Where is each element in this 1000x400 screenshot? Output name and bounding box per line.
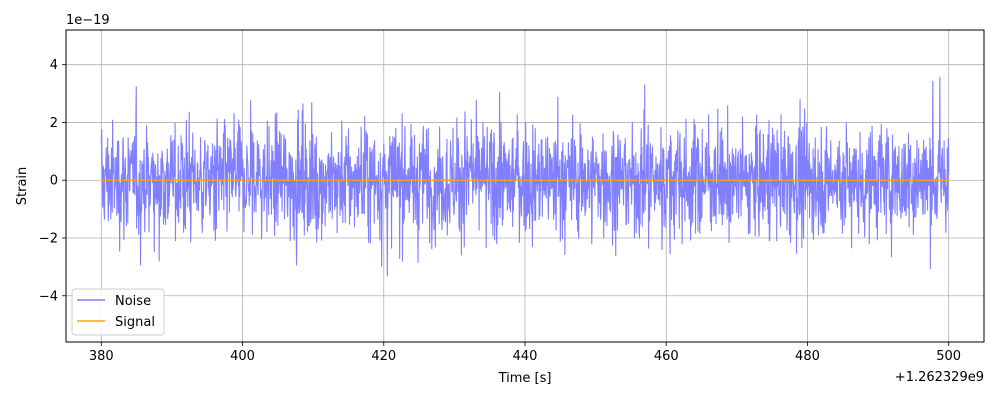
x-tick-label: 460 [654, 349, 679, 364]
y-tick-label: 2 [50, 116, 58, 131]
x-tick-label: 440 [513, 349, 538, 364]
x-tick-label: 480 [795, 349, 820, 364]
x-axis-label: Time [s] [498, 371, 552, 386]
legend-signal-label: Signal [115, 315, 155, 330]
x-tick-label: 500 [936, 349, 961, 364]
y-tick-label: 4 [50, 58, 58, 73]
y-scale-label: 1e−19 [66, 13, 110, 28]
x-axis-ticks: 380 400 420 440 460 480 500 [89, 342, 961, 364]
x-offset-label: +1.262329e9 [895, 370, 984, 385]
noise-line [100, 76, 950, 277]
y-tick-label: −2 [39, 232, 58, 247]
noise-series [100, 76, 950, 277]
y-tick-label: 0 [50, 174, 58, 189]
x-tick-label: 420 [371, 349, 396, 364]
x-tick-label: 400 [230, 349, 255, 364]
y-axis-label: Strain [15, 167, 30, 206]
y-tick-label: −4 [39, 289, 58, 304]
legend: Noise Signal [71, 288, 165, 336]
y-axis-ticks: −4 −2 0 2 4 [39, 58, 66, 304]
x-tick-label: 380 [89, 349, 114, 364]
legend-noise-label: Noise [115, 294, 151, 309]
